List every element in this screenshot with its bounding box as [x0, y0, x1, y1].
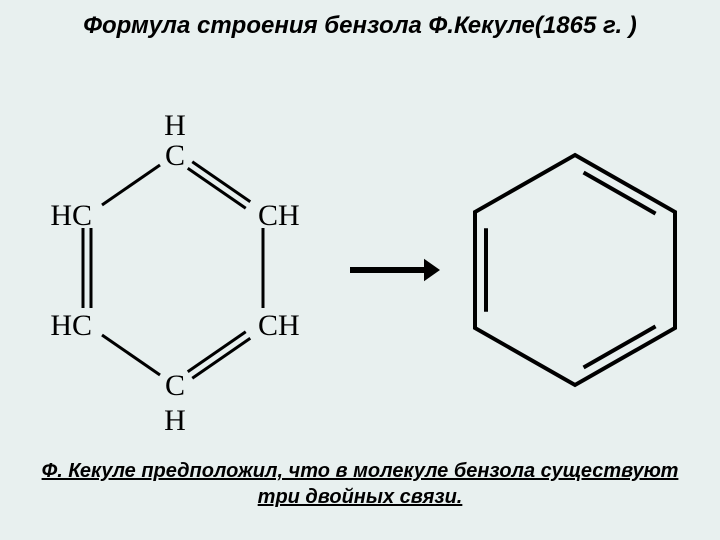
kekule-structure-explicit: CHCHCHCHHCHC — [50, 109, 299, 437]
svg-text:HC: HC — [50, 309, 92, 342]
svg-text:CH: CH — [258, 199, 300, 232]
svg-text:HC: HC — [50, 199, 92, 232]
page-title: Формула строения бензола Ф.Кекуле(1865 г… — [0, 12, 720, 40]
chemistry-diagram: CHCHCHCHHCHC — [0, 60, 720, 460]
diagram-area: CHCHCHCHHCHC — [0, 60, 720, 460]
svg-text:C: C — [165, 139, 185, 172]
svg-text:H: H — [164, 404, 186, 437]
arrow-icon — [350, 259, 440, 281]
svg-text:C: C — [165, 369, 185, 402]
kekule-structure-skeletal — [475, 155, 675, 385]
svg-text:H: H — [164, 109, 186, 142]
svg-text:CH: CH — [258, 309, 300, 342]
caption-text: Ф. Кекуле предположил, что в молекуле бе… — [0, 458, 720, 510]
